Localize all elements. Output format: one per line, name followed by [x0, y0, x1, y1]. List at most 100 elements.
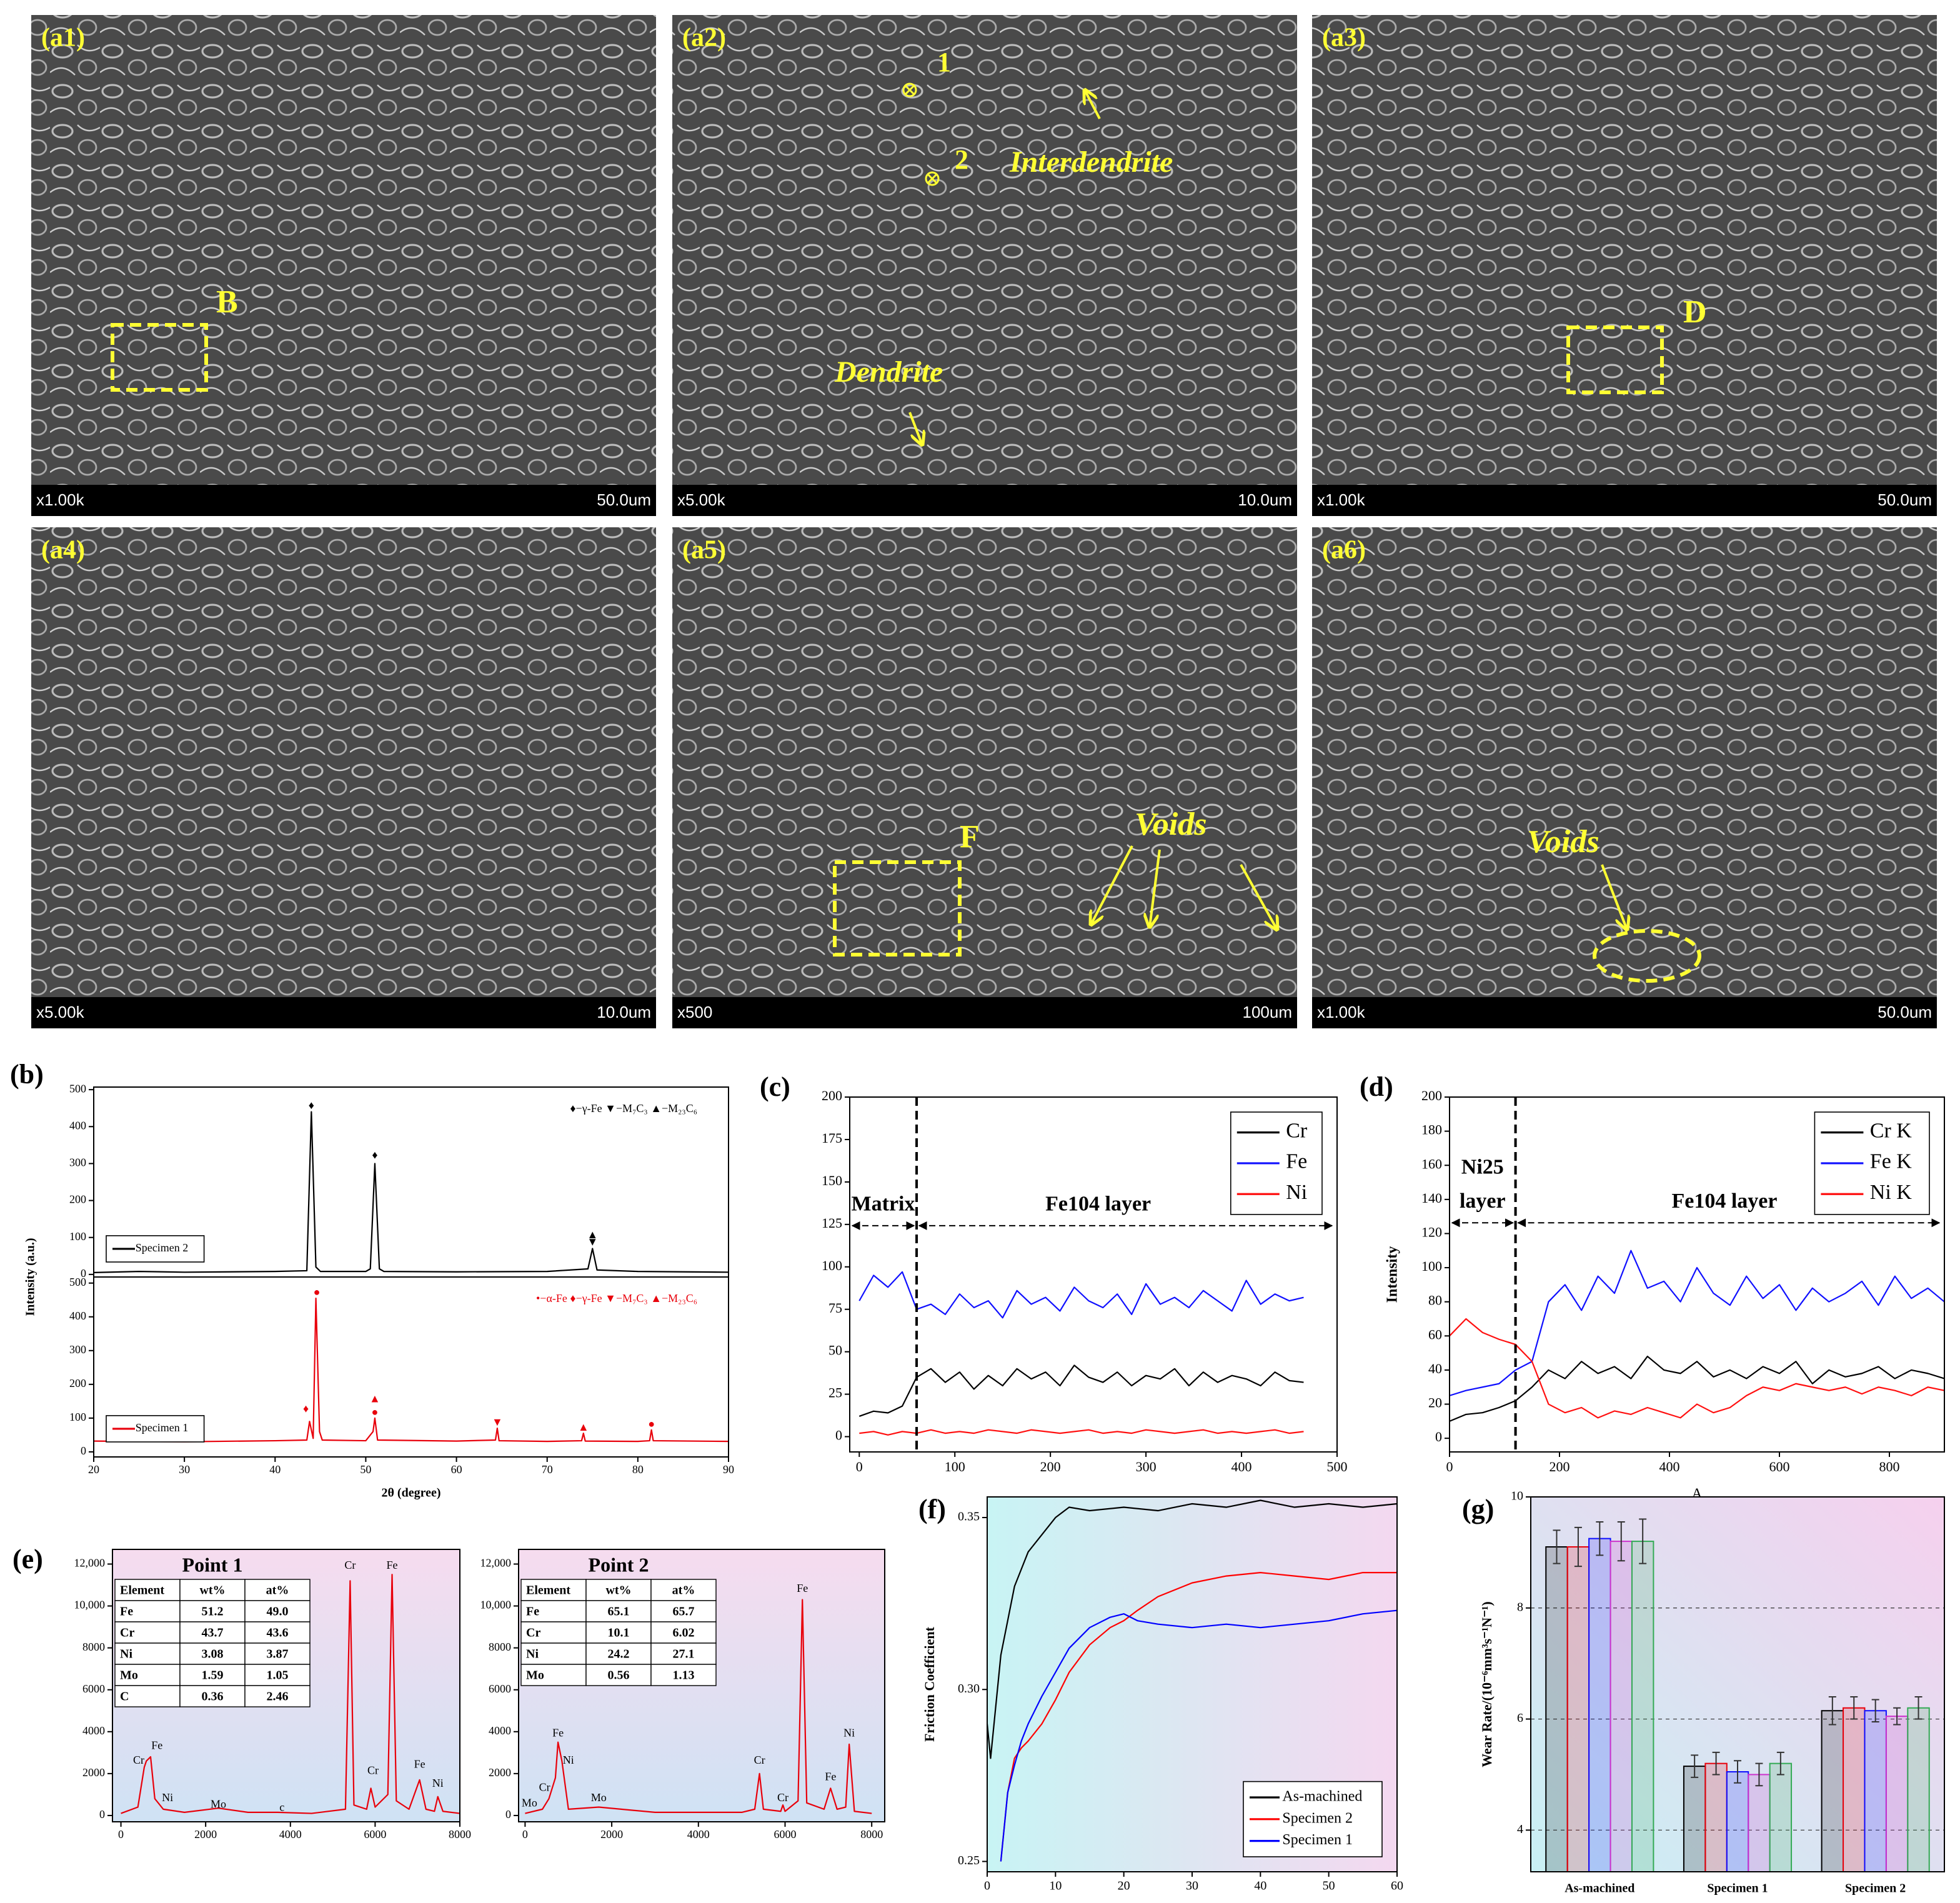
x-tick-label: 0	[1446, 1459, 1453, 1474]
table-cell	[179, 1642, 246, 1665]
peak-label: ▼	[492, 1416, 503, 1428]
x-tick-label: 4000	[279, 1828, 302, 1841]
error-bar	[1574, 1526, 1582, 1568]
sem-image	[1312, 15, 1937, 516]
table-title: Point 2	[589, 1553, 649, 1576]
panel-label: (g)	[1462, 1494, 1494, 1524]
error-bar	[1914, 1696, 1923, 1720]
bar	[1704, 1762, 1728, 1873]
image-annotation: 2	[955, 144, 968, 175]
series-line	[1449, 1318, 1945, 1419]
error-bar	[1596, 1521, 1604, 1556]
scale-length: 10.0um	[597, 1003, 651, 1021]
y-tick-label: 80	[1428, 1293, 1442, 1308]
table-text: Fe	[120, 1605, 133, 1619]
series-line	[859, 1429, 1304, 1436]
table-cell	[244, 1600, 311, 1622]
peak-label: Fe	[552, 1726, 564, 1739]
x-tick-label: 400	[1231, 1459, 1252, 1474]
y-tick-label: 200	[1421, 1088, 1442, 1103]
table-text: Mo	[120, 1669, 138, 1682]
error-bar	[1553, 1529, 1561, 1564]
image-annotation: 1	[937, 47, 951, 77]
arrow	[1601, 864, 1627, 930]
image-annotation: D	[1683, 294, 1707, 330]
peak-label: ▲	[587, 1228, 598, 1241]
point-marker	[902, 82, 917, 97]
point-marker	[925, 171, 940, 186]
table-text: wt%	[199, 1584, 225, 1597]
legend-label: Specimen 2	[136, 1241, 188, 1254]
x-tick-label: 70	[542, 1463, 553, 1476]
peak-label: ♦	[303, 1402, 309, 1414]
y-axis-label: Wear Rate/(10⁻⁶mm³s⁻¹N⁻¹)	[1479, 1601, 1495, 1767]
bar	[1683, 1766, 1706, 1872]
y-tick-label: 12,000	[74, 1557, 106, 1569]
table-text: 0.56	[608, 1669, 630, 1682]
arrow	[1085, 90, 1101, 119]
phase-legend: •−α-Fe ♦−γ-Fe ▼−M₇C₃ ▲−M₂₃C₆	[536, 1292, 697, 1304]
point-marker	[904, 84, 915, 96]
table-text: 49.0	[267, 1605, 289, 1619]
image-annotation: Voids	[1135, 807, 1207, 842]
y-tick-label: 2000	[489, 1766, 511, 1779]
panel-label: (a1)	[41, 24, 85, 52]
table-cell	[520, 1664, 587, 1686]
series-line	[1000, 1609, 1398, 1862]
x-tick-label: 80	[632, 1463, 644, 1476]
peak-label: ▲	[578, 1421, 589, 1433]
magnification: x1.00k	[1317, 1003, 1366, 1021]
table-text: 43.7	[202, 1626, 224, 1640]
y-tick-label: 0.25	[958, 1854, 980, 1867]
table-text: Cr	[120, 1626, 134, 1640]
y-tick-label: 100	[1421, 1258, 1442, 1274]
highlight-box	[111, 323, 208, 392]
y-tick-label: 300	[69, 1343, 86, 1356]
y-axis-label: Intensity (a.u.)	[24, 1238, 37, 1316]
scale-bar-strip	[1312, 485, 1937, 516]
y-tick-label: 10,000	[74, 1599, 106, 1611]
table-cell	[650, 1664, 717, 1686]
peak-label: Ni	[162, 1791, 173, 1804]
arrow	[1240, 864, 1277, 930]
table-text: 2.46	[267, 1690, 289, 1704]
plot-frame	[112, 1549, 460, 1822]
y-tick-label: 0	[81, 1267, 86, 1279]
highlight-box	[1566, 325, 1664, 394]
y-tick-label: 0.35	[958, 1510, 980, 1524]
y-tick-label: 10,000	[480, 1599, 512, 1611]
table-cell	[244, 1642, 311, 1665]
legend-label: As-machined	[1282, 1789, 1362, 1805]
peak-label: ▼	[587, 1236, 598, 1248]
table-text: 51.2	[202, 1605, 224, 1619]
x-tick-label: 0	[522, 1828, 528, 1841]
bar	[1885, 1716, 1909, 1872]
x-tick-label: 90	[723, 1463, 734, 1476]
series-line	[858, 1364, 1304, 1417]
y-tick-label: 4000	[82, 1724, 105, 1737]
series-line	[1000, 1572, 1397, 1862]
x-tick-label: 6000	[364, 1828, 386, 1841]
y-tick-label: 0	[505, 1808, 511, 1821]
error-bar	[1755, 1762, 1763, 1787]
table-text: Element	[120, 1584, 164, 1597]
table-cell	[650, 1579, 717, 1601]
x-tick-label: 8000	[449, 1828, 471, 1841]
arrow	[1150, 849, 1161, 927]
table-cell	[179, 1685, 246, 1707]
panel-label: (a6)	[1322, 536, 1366, 565]
table-cell	[244, 1621, 311, 1644]
legend-label: Ni	[1286, 1181, 1307, 1204]
peak-label: ♦	[372, 1149, 377, 1161]
image-annotation: Interdendrite	[1009, 146, 1173, 179]
x-tick-label: Specimen 2	[1845, 1882, 1906, 1896]
image-annotation: F	[960, 819, 980, 855]
y-tick-label: 20	[1428, 1395, 1442, 1411]
y-tick-label: 4000	[489, 1724, 511, 1737]
bar	[1769, 1762, 1793, 1873]
peak-label: Cr	[539, 1781, 550, 1793]
table-text: 3.87	[267, 1647, 289, 1661]
magnification: x5.00k	[36, 1003, 85, 1021]
series-line	[121, 1574, 460, 1814]
